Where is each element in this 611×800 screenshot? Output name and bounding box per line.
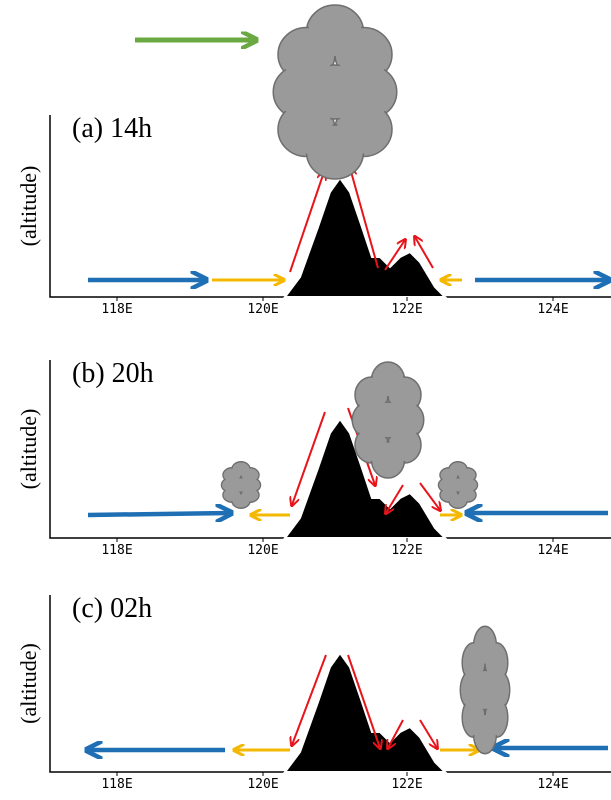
cloud [459, 625, 511, 755]
cloud-fill [356, 379, 387, 411]
mountain [283, 651, 448, 773]
mountain [283, 417, 448, 539]
arrow [87, 513, 230, 515]
x-tick-label: 124E [537, 543, 568, 558]
panel-label: (c) 02h [72, 593, 152, 624]
arrow [347, 654, 380, 748]
arrow [292, 654, 327, 745]
cloud-fill [232, 494, 250, 508]
x-tick-label: 124E [537, 302, 568, 317]
arrow [419, 719, 437, 748]
cloud-fill [279, 30, 334, 79]
cloud-fill [372, 404, 404, 436]
cloud-fill [389, 379, 420, 411]
y-axis-label: (altitude) [16, 166, 41, 247]
cloud-fill [449, 494, 467, 508]
cloud-fill [474, 716, 496, 752]
arrow [289, 172, 324, 273]
cloud-fill [308, 128, 362, 176]
cloud-fill [449, 478, 467, 492]
arrow [415, 237, 434, 269]
cloud-fill [308, 68, 362, 116]
cloud-fill [485, 644, 508, 681]
cloud [351, 361, 425, 479]
arrow [388, 719, 404, 748]
x-tick-label: 122E [391, 302, 422, 317]
cloud-fill [336, 30, 391, 79]
x-tick-label: 118E [101, 543, 132, 558]
x-tick-label: 120E [247, 302, 278, 317]
cloud-fill [232, 478, 250, 492]
panel-label: (b) 20h [72, 358, 154, 389]
cloud [272, 4, 398, 180]
x-tick-label: 124E [537, 777, 568, 792]
x-tick-label: 120E [247, 777, 278, 792]
x-tick-label: 122E [391, 543, 422, 558]
arrow [384, 240, 405, 271]
y-axis-label: (altitude) [16, 643, 41, 724]
x-tick-label: 120E [247, 543, 278, 558]
mountain [283, 176, 448, 298]
cloud-fill [474, 672, 496, 708]
cloud-fill [372, 444, 404, 476]
y-axis-label: (altitude) [16, 409, 41, 490]
cloud [437, 461, 479, 509]
arrow [419, 482, 440, 510]
x-tick-label: 118E [101, 302, 132, 317]
arrow [386, 484, 404, 513]
cloud-fill [223, 468, 241, 482]
panel-label: (a) 14h [72, 113, 152, 144]
cloud-fill [462, 644, 485, 681]
cloud [220, 461, 262, 509]
cloud-fill [241, 468, 259, 482]
x-tick-label: 118E [101, 777, 132, 792]
x-tick-label: 122E [391, 777, 422, 792]
arrow [292, 411, 326, 505]
arrow [350, 168, 379, 269]
cloud-fill [440, 468, 458, 482]
cloud-fill [458, 468, 476, 482]
